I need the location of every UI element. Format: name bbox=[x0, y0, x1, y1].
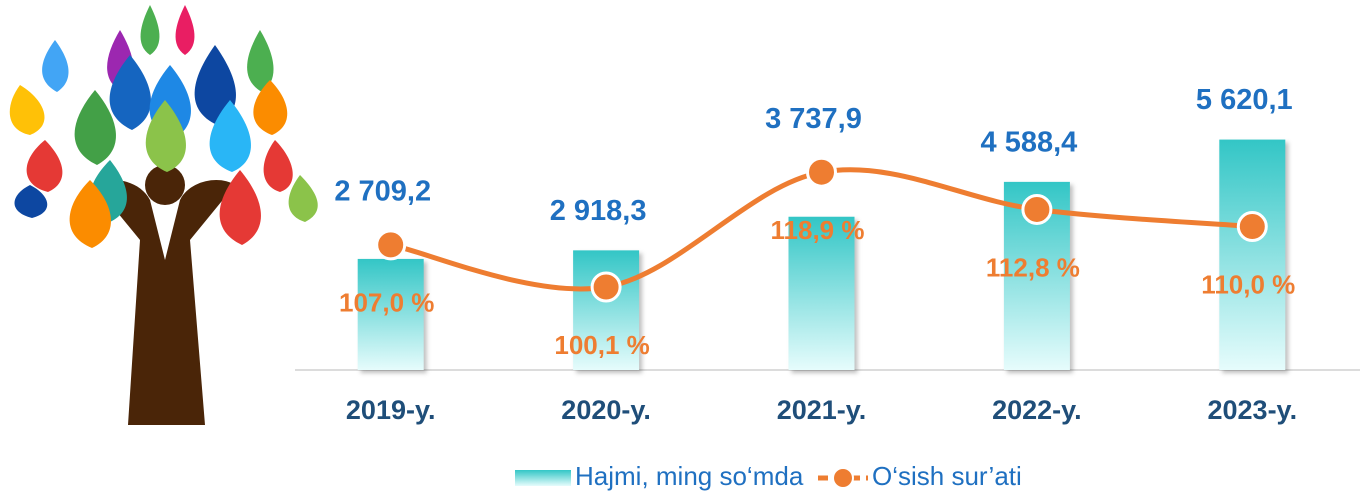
x-tick-label: 2020-y. bbox=[561, 395, 651, 425]
legend: Hajmi, ming so‘mda O‘sish sur’ati bbox=[515, 461, 1022, 491]
line-marker bbox=[1021, 193, 1053, 225]
legend-label: O‘sish sur’ati bbox=[872, 461, 1022, 491]
legend-label: Hajmi, ming so‘mda bbox=[575, 461, 804, 491]
line-value-label: 100,1 % bbox=[554, 330, 649, 360]
line-marker bbox=[806, 156, 837, 188]
bar-value-label: 2 709,2 bbox=[334, 176, 431, 208]
line-marker bbox=[1236, 211, 1268, 243]
bar-value-label: 5 620,1 bbox=[1196, 84, 1293, 116]
bar-value-label: 3 737,9 bbox=[765, 103, 862, 135]
bar bbox=[788, 216, 855, 370]
legend-marker bbox=[832, 467, 854, 489]
x-tick-label: 2019-y. bbox=[346, 395, 436, 425]
line-value-label: 118,9 % bbox=[771, 215, 865, 245]
x-tick-label: 2022-y. bbox=[992, 395, 1082, 425]
legend-swatch bbox=[515, 470, 571, 486]
x-tick-label: 2023-y. bbox=[1208, 395, 1298, 425]
line-marker bbox=[375, 229, 407, 261]
line-value-label: 110,0 % bbox=[1201, 269, 1295, 299]
bar bbox=[357, 258, 424, 370]
line-marker bbox=[590, 271, 622, 303]
line-value-label: 107,0 % bbox=[339, 288, 434, 318]
x-tick-label: 2021-y. bbox=[777, 395, 867, 425]
bar-value-label: 2 918,3 bbox=[550, 195, 647, 227]
line-value-label: 112,8 % bbox=[986, 252, 1080, 282]
bar bbox=[1219, 139, 1286, 370]
tree-illustration bbox=[9, 5, 318, 425]
bar bbox=[573, 250, 640, 370]
bar-value-label: 4 588,4 bbox=[981, 127, 1078, 159]
